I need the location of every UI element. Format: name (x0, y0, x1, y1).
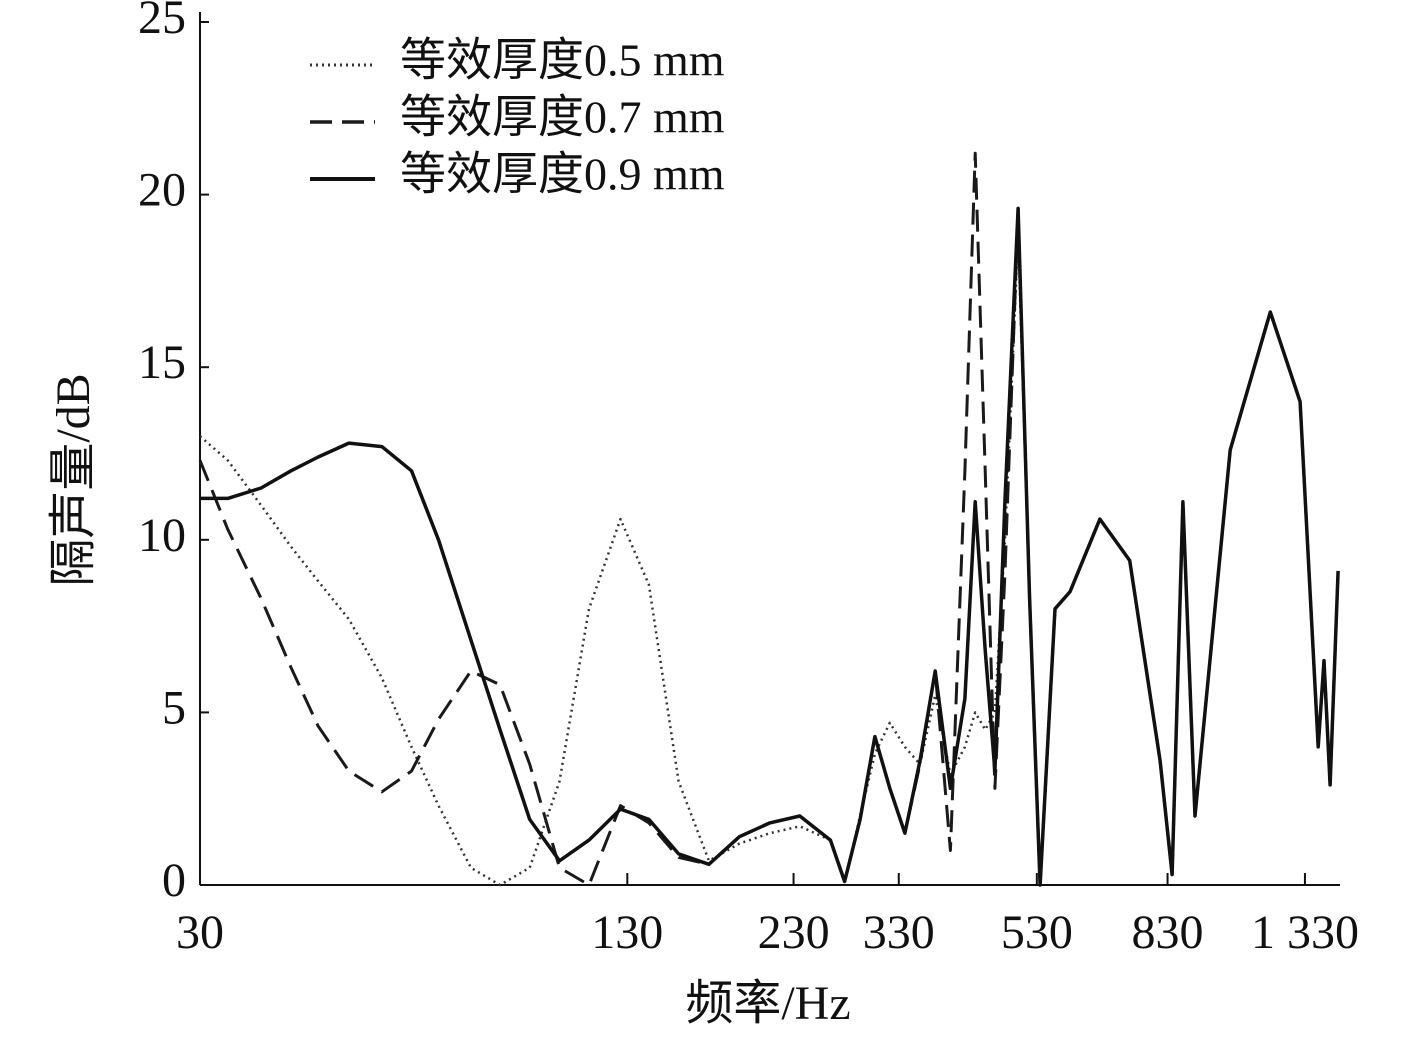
y-tick-label: 15 (138, 336, 186, 389)
legend-label: 等效厚度0.7 mm (400, 92, 725, 143)
x-tick-label: 530 (1001, 906, 1073, 959)
x-tick-label: 230 (758, 906, 830, 959)
series-line (200, 206, 1340, 887)
x-tick-label: 30 (176, 906, 224, 959)
x-axis-label: 频率/Hz (685, 977, 850, 1030)
legend-label: 等效厚度0.9 mm (400, 149, 725, 200)
series-line (198, 151, 1340, 887)
y-tick-label: 20 (138, 164, 186, 217)
y-tick-label: 5 (162, 681, 186, 734)
x-tick-label: 1 330 (1251, 906, 1359, 959)
y-tick-label: 10 (138, 509, 186, 562)
x-tick-label: 130 (591, 906, 663, 959)
series-line (199, 234, 1340, 887)
y-axis-label: 隔声量/dB (47, 373, 100, 586)
y-tick-label: 25 (138, 0, 186, 44)
y-tick-label: 0 (162, 854, 186, 907)
legend-label: 等效厚度0.5 mm (400, 35, 725, 86)
x-tick-label: 830 (1132, 906, 1204, 959)
x-tick-label: 330 (863, 906, 935, 959)
